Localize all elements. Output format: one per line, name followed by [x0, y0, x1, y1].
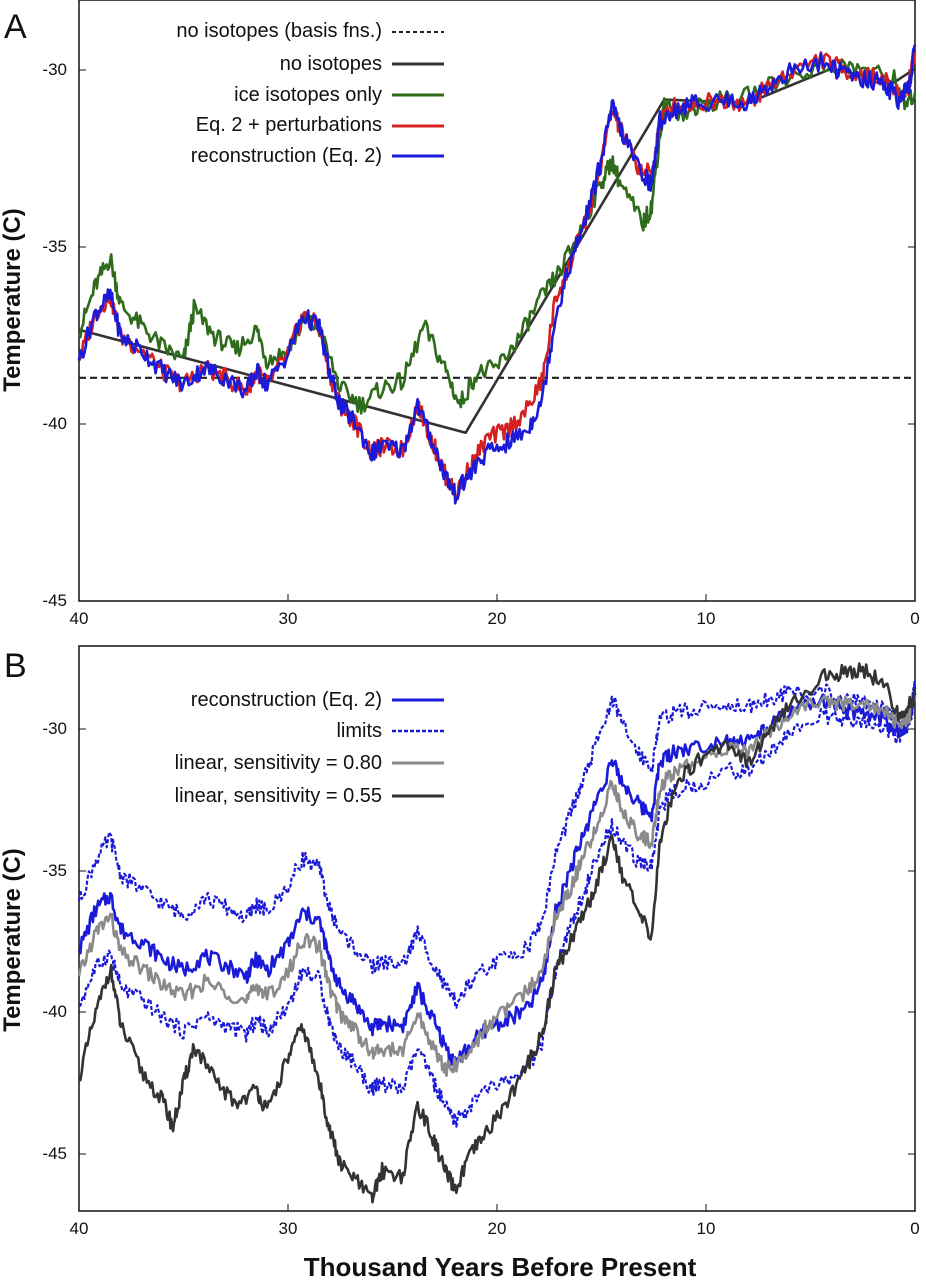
legend-label-ice-isotopes: ice isotopes only: [234, 84, 382, 106]
panel-b-series-line-limit-lower: [78, 692, 917, 1128]
panel-b-y-ticks: -45 -40 -35 -30: [42, 719, 915, 1163]
panel-b-series: [77, 662, 917, 1204]
panel-b-letter: B: [4, 647, 27, 685]
panel-a-legend: no isotopes (basis fns.) no isotopes ice…: [176, 20, 444, 167]
panel-a: A Temperature (C) -45 -40 -35 -30 40 30 …: [0, 0, 920, 628]
panel-b-series-line-linear-sensitivity-0-55: [77, 662, 917, 1204]
panel-a-letter: A: [4, 8, 27, 46]
panel-a-y-axis-label: Temperature (C): [0, 208, 26, 392]
legend-label-sensitivity-080: linear, sensitivity = 0.80: [175, 752, 382, 774]
legend-label-eq2-perturbations: Eq. 2 + perturbations: [196, 114, 382, 136]
panel-a-x-ticks: 40 30 20 10 0: [70, 594, 920, 628]
panel-b: B Temperature (C) -45 -40 -35 -30 40 30 …: [0, 645, 920, 1238]
panel-b-series-line-reconstruction-eq-2: [77, 684, 917, 1070]
panel-b-x-ticks: 40 30 20 10 0: [70, 1204, 920, 1238]
panel-b-x-tick-label: 40: [70, 1219, 89, 1238]
panel-a-x-tick-label: 40: [70, 609, 89, 628]
panel-b-y-tick-label: -40: [42, 1002, 67, 1021]
panel-a-y-tick-label: -35: [42, 237, 67, 256]
panel-a-y-tick-label: -30: [42, 60, 67, 79]
panel-b-series-line-limits: [77, 680, 917, 1009]
panel-a-x-tick-label: 10: [697, 609, 716, 628]
panel-a-plot-frame: [78, 0, 916, 602]
panel-a-series-line-ice-isotopes-only: [77, 58, 917, 415]
panel-a-series: [77, 44, 917, 505]
panel-a-x-tick-label: 30: [279, 609, 298, 628]
panel-a-y-ticks: -45 -40 -35 -30: [42, 60, 915, 610]
legend-label-limits: limits: [336, 720, 382, 742]
legend-label-no-isotopes: no isotopes: [280, 53, 382, 75]
legend-label-sensitivity-055: linear, sensitivity = 0.55: [175, 785, 382, 807]
x-axis-label: Thousand Years Before Present: [304, 1252, 697, 1280]
panel-a-series-line-reconstruction-eq-2: [77, 44, 917, 505]
panel-b-y-axis-label: Temperature (C): [0, 848, 26, 1032]
panel-b-series-line-linear-sensitivity-0-80: [77, 692, 917, 1078]
legend-label-no-isotopes-basis: no isotopes (basis fns.): [176, 20, 382, 42]
panel-b-x-tick-label: 30: [279, 1219, 298, 1238]
panel-b-y-tick-label: -30: [42, 719, 67, 738]
panel-b-y-tick-label: -45: [42, 1144, 67, 1163]
legend-label-reconstruction-b: reconstruction (Eq. 2): [191, 689, 382, 711]
panel-b-y-tick-label: -35: [42, 861, 67, 880]
panel-b-x-tick-label: 0: [910, 1219, 919, 1238]
panel-a-x-tick-label: 20: [488, 609, 507, 628]
panel-b-plot-frame: [78, 645, 916, 1212]
panel-b-x-tick-label: 20: [488, 1219, 507, 1238]
panel-a-x-tick-label: 0: [910, 609, 919, 628]
panel-a-y-tick-label: -45: [42, 591, 67, 610]
panel-a-y-tick-label: -40: [42, 414, 67, 433]
panel-b-x-tick-label: 10: [697, 1219, 716, 1238]
legend-label-reconstruction: reconstruction (Eq. 2): [191, 145, 382, 167]
panel-b-legend: reconstruction (Eq. 2) limits linear, se…: [175, 689, 444, 807]
